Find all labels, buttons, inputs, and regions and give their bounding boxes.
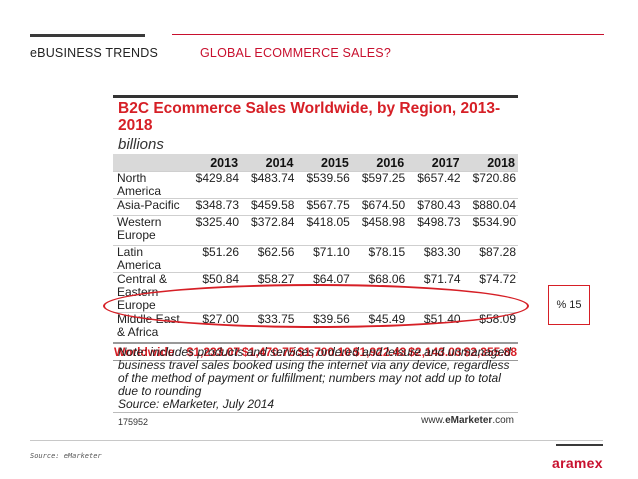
region-name: North America <box>113 171 186 199</box>
percent-callout: % 15 <box>548 285 590 325</box>
figure-id: 175952 <box>118 417 149 427</box>
value-cell: $597.25 <box>351 171 408 199</box>
slide-title: GLOBAL ECOMMERCE SALES? <box>200 46 392 60</box>
ecommerce-sales-figure: B2C Ecommerce Sales Worldwide, by Region… <box>113 95 518 435</box>
region-name: Latin America <box>113 245 186 273</box>
value-cell: $1,700.10 <box>296 341 352 361</box>
value-cell: $674.50 <box>351 198 408 216</box>
value-cell: $325.40 <box>185 215 242 246</box>
value-cell: $2,355.88 <box>462 341 518 361</box>
table-row: Asia-Pacific $348.73 $459.58 $567.75 $67… <box>113 198 518 216</box>
value-cell: $348.73 <box>185 198 242 216</box>
note-source: Source: eMarketer, July 2014 <box>118 397 275 411</box>
table-row: Latin America $51.26 $62.56 $71.10 $78.1… <box>113 245 518 273</box>
value-cell: $62.56 <box>241 245 297 273</box>
header-year-2018: 2018 <box>462 154 518 172</box>
sales-table: 2013 2014 2015 2016 2017 2018 North Amer… <box>113 154 518 361</box>
value-cell: $459.58 <box>241 198 297 216</box>
header-year-2016: 2016 <box>351 154 408 172</box>
highlight-ellipse <box>103 284 529 328</box>
header-year-2017: 2017 <box>407 154 463 172</box>
brand-prefix: www. <box>421 415 446 426</box>
table-row: Western Europe $325.40 $372.84 $418.05 $… <box>113 215 518 246</box>
figure-footer-rule <box>113 412 518 413</box>
value-cell: $539.56 <box>296 171 352 199</box>
value-cell: $78.15 <box>351 245 408 273</box>
figure-brand: www.eMarketer.com <box>421 415 514 426</box>
value-cell: $71.10 <box>296 245 352 273</box>
value-cell: $498.73 <box>407 215 463 246</box>
value-cell: $2,143.03 <box>407 341 463 361</box>
region-name: Western Europe <box>113 215 186 246</box>
value-cell: $657.42 <box>407 171 463 199</box>
brand-name: eMarketer <box>445 415 493 426</box>
value-cell: $87.28 <box>462 245 518 273</box>
value-cell: $534.90 <box>462 215 518 246</box>
value-cell: $418.05 <box>296 215 352 246</box>
header-year-2014: 2014 <box>241 154 297 172</box>
figure-note: Note: includes products and services ord… <box>118 346 513 411</box>
section-title: eBUSINESS TRENDS <box>30 46 159 60</box>
value-cell: $429.84 <box>185 171 242 199</box>
worldwide-label: Worldwide <box>113 341 186 361</box>
value-cell: $51.26 <box>185 245 242 273</box>
footer-dark-bar <box>556 444 603 446</box>
footer-source: Source: eMarketer <box>30 452 102 460</box>
header-dark-bar <box>30 34 145 37</box>
table-header-row: 2013 2014 2015 2016 2017 2018 <box>113 154 518 172</box>
brand-suffix: .com <box>492 415 514 426</box>
footer-line <box>30 440 603 441</box>
value-cell: $483.74 <box>241 171 297 199</box>
header-year-2015: 2015 <box>296 154 352 172</box>
header-red-line <box>172 34 604 35</box>
value-cell: $880.04 <box>462 198 518 216</box>
value-cell: $1,922.43 <box>351 341 408 361</box>
value-cell: $83.30 <box>407 245 463 273</box>
note-text: Note: includes products and services ord… <box>118 345 511 398</box>
header-year-2013: 2013 <box>185 154 242 172</box>
value-cell: $458.98 <box>351 215 408 246</box>
value-cell: $1,470.75 <box>241 341 297 361</box>
figure-title: B2C Ecommerce Sales Worldwide, by Region… <box>118 100 501 134</box>
table-row-worldwide: Worldwide $1,233.07 $1,470.75 $1,700.10 … <box>113 341 518 361</box>
value-cell: $372.84 <box>241 215 297 246</box>
figure-top-rule <box>113 95 518 98</box>
figure-unit: billions <box>118 136 164 153</box>
aramex-logo: aramex <box>552 455 603 471</box>
value-cell: $780.43 <box>407 198 463 216</box>
region-name: Asia-Pacific <box>113 198 186 216</box>
header-region-cell <box>113 154 186 172</box>
value-cell: $567.75 <box>296 198 352 216</box>
value-cell: $720.86 <box>462 171 518 199</box>
table-row: North America $429.84 $483.74 $539.56 $5… <box>113 171 518 199</box>
value-cell: $1,233.07 <box>185 341 242 361</box>
